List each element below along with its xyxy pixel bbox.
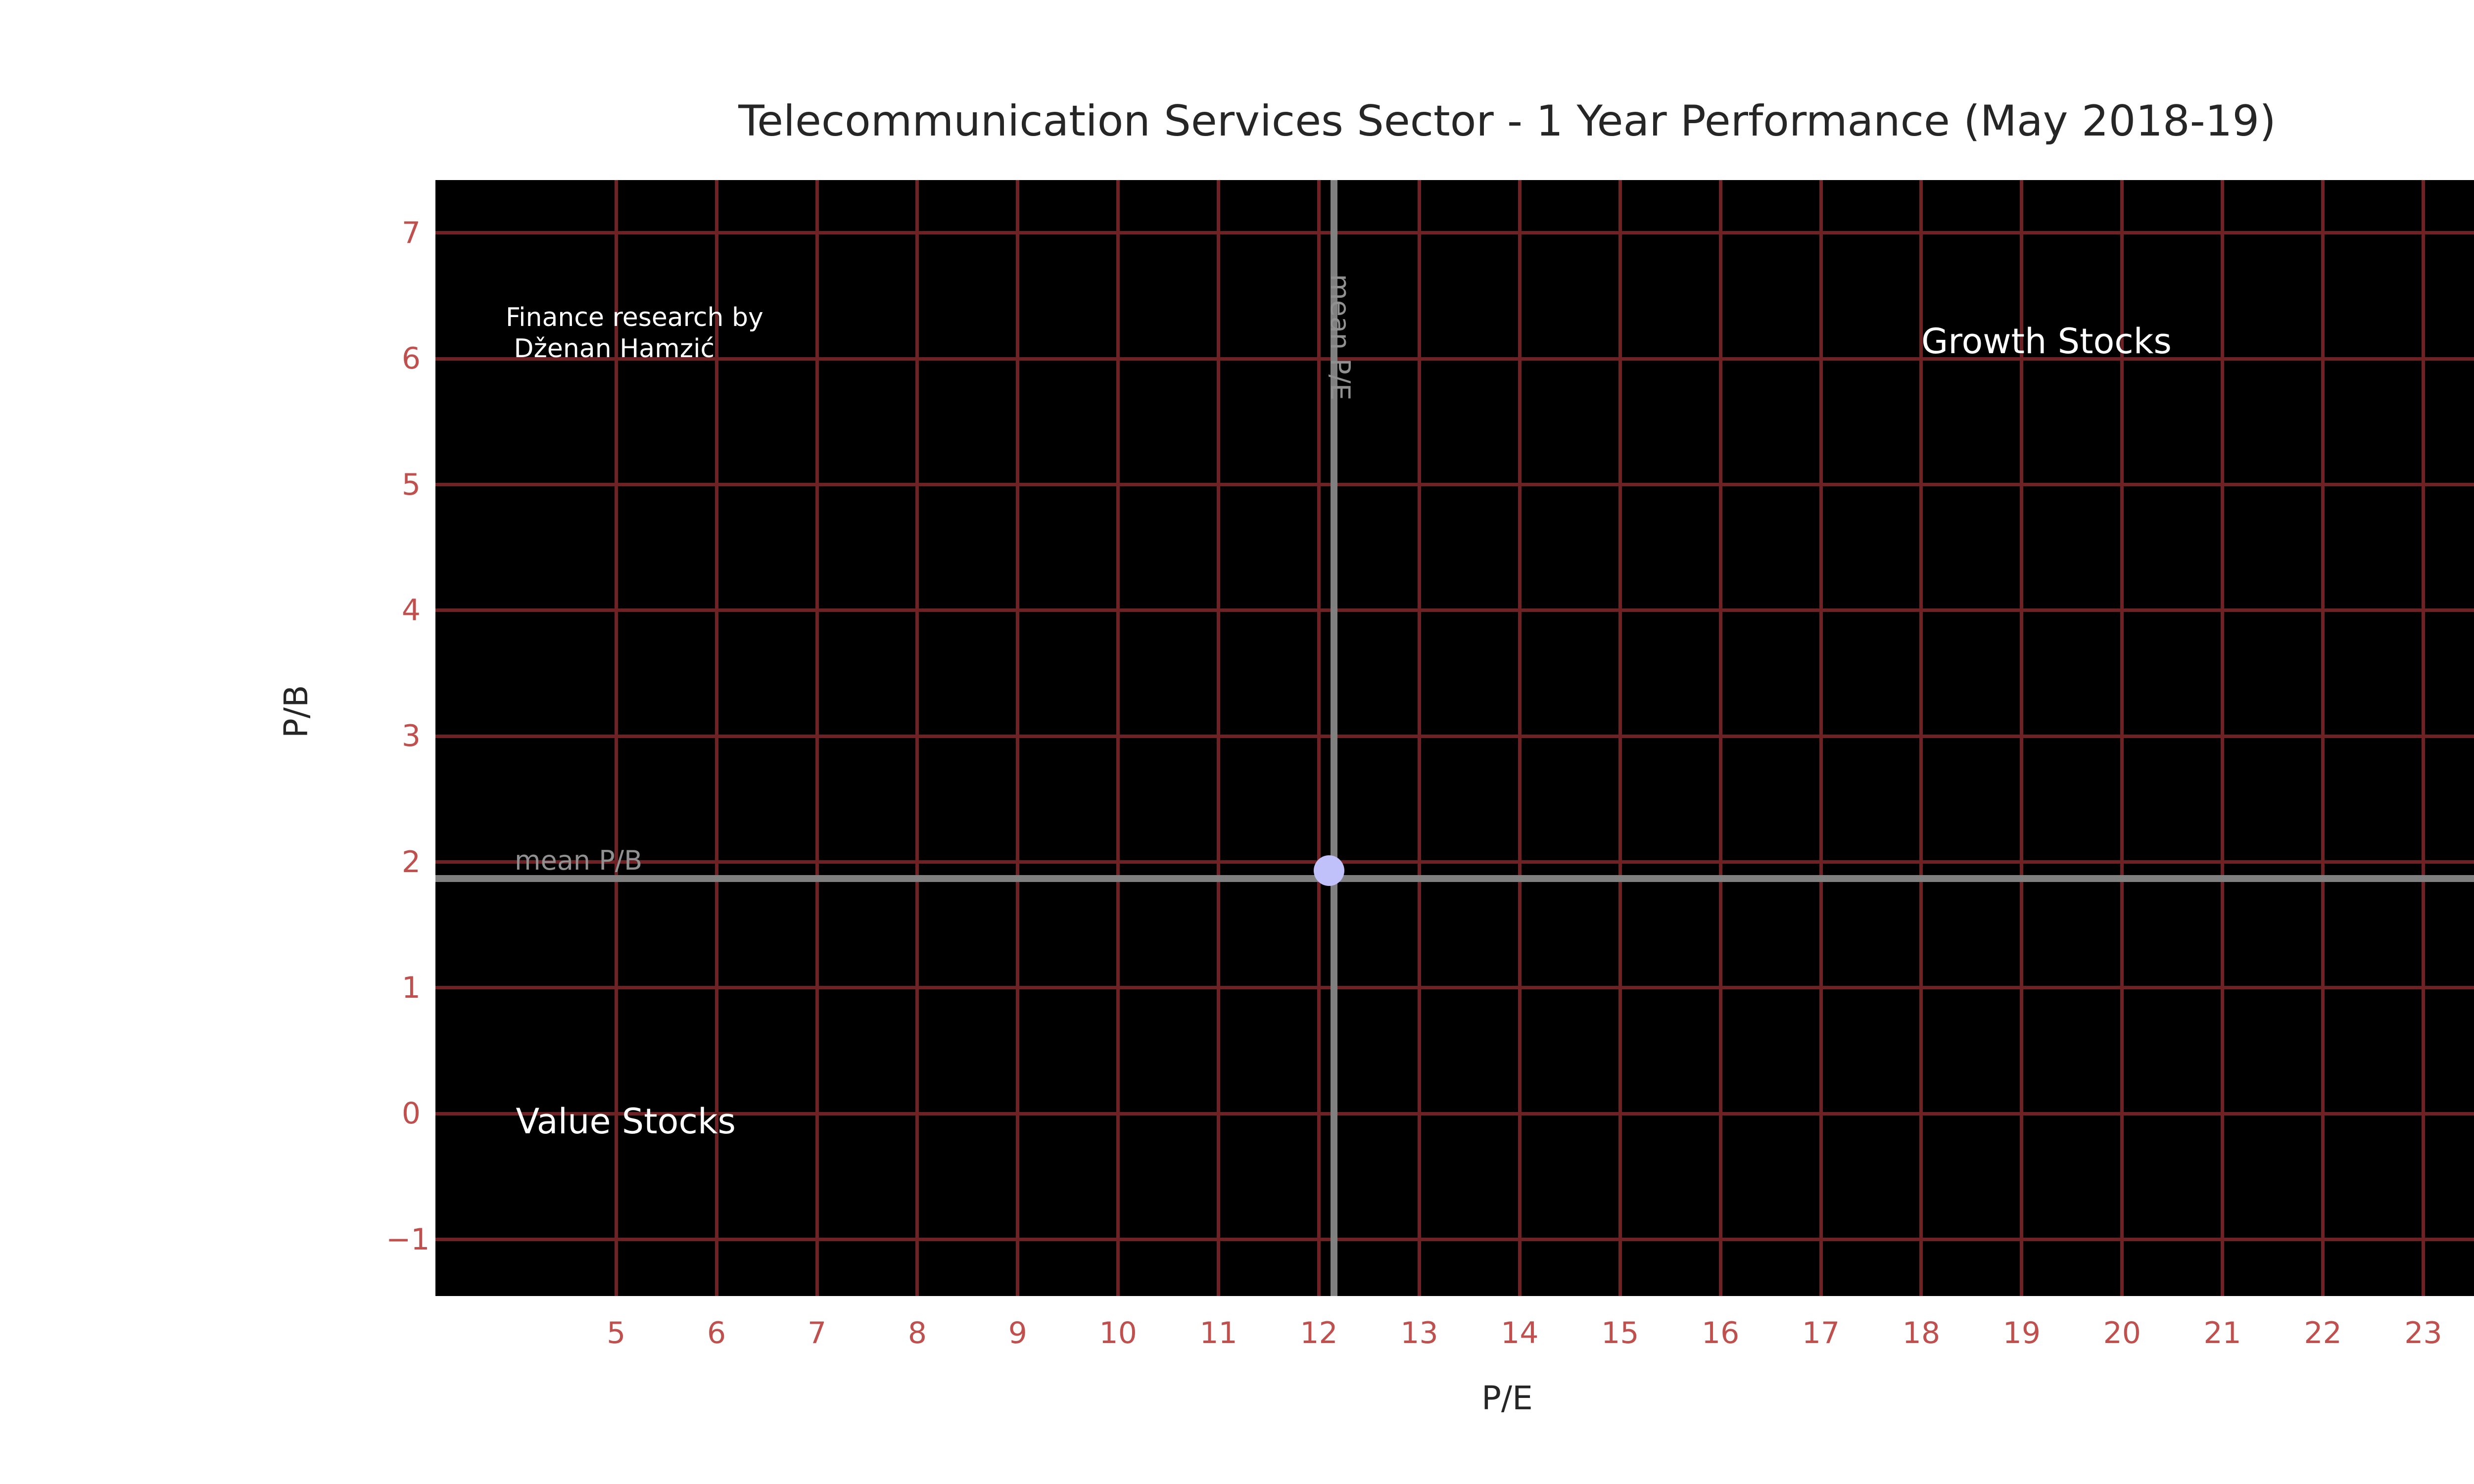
x-tick-label: 18 xyxy=(1902,1316,1941,1350)
y-tick-label: 3 xyxy=(401,719,421,754)
gridline-horizontal xyxy=(435,231,2474,235)
gridline-vertical xyxy=(815,180,819,1296)
growth-stocks-label: Growth Stocks xyxy=(1921,321,2172,362)
y-tick-label: −1 xyxy=(386,1222,430,1257)
x-tick-label: 16 xyxy=(1701,1316,1740,1350)
x-tick-label: 8 xyxy=(907,1316,927,1350)
gridline-vertical xyxy=(2120,180,2124,1296)
x-tick-label: 17 xyxy=(1802,1316,1840,1350)
data-point-bubble[interactable] xyxy=(1313,855,1344,886)
x-axis-label: P/E xyxy=(1481,1379,1533,1417)
gridline-horizontal xyxy=(435,1112,2474,1115)
x-tick-label: 15 xyxy=(1601,1316,1639,1350)
gridline-horizontal xyxy=(435,860,2474,864)
y-tick-label: 5 xyxy=(401,467,421,502)
gridline-horizontal xyxy=(435,483,2474,486)
x-tick-label: 19 xyxy=(2002,1316,2041,1350)
x-tick-label: 5 xyxy=(607,1316,626,1350)
gridline-vertical xyxy=(1819,180,1823,1296)
x-tick-label: 10 xyxy=(1099,1316,1137,1350)
y-tick-label: 4 xyxy=(401,593,421,628)
x-tick-label: 21 xyxy=(2203,1316,2241,1350)
y-tick-label: 7 xyxy=(401,215,421,250)
mean-pe-line xyxy=(1330,180,1337,1296)
x-tick-label: 13 xyxy=(1400,1316,1438,1350)
gridline-vertical xyxy=(1718,180,1722,1296)
gridline-vertical xyxy=(614,180,618,1296)
credit-annotation: Finance research by Dženan Hamzić xyxy=(506,302,763,364)
gridline-vertical xyxy=(2421,180,2425,1296)
x-tick-label: 20 xyxy=(2103,1316,2141,1350)
gridline-horizontal xyxy=(435,1238,2474,1242)
gridline-vertical xyxy=(2321,180,2325,1296)
gridline-vertical xyxy=(1217,180,1221,1296)
gridline-horizontal xyxy=(435,734,2474,738)
gridline-vertical xyxy=(915,180,919,1296)
gridline-horizontal xyxy=(435,986,2474,990)
x-tick-label: 22 xyxy=(2304,1316,2342,1350)
x-tick-label: 23 xyxy=(2404,1316,2442,1350)
y-tick-label: 6 xyxy=(401,341,421,376)
mean-pb-label: mean P/B xyxy=(515,844,643,876)
gridline-vertical xyxy=(1417,180,1421,1296)
x-tick-label: 12 xyxy=(1300,1316,1338,1350)
x-tick-label: 14 xyxy=(1501,1316,1539,1350)
gridline-vertical xyxy=(2221,180,2225,1296)
gridline-vertical xyxy=(1518,180,1522,1296)
value-stocks-label: Value Stocks xyxy=(516,1101,736,1142)
page-title: Telecommunication Services Sector - 1 Ye… xyxy=(738,96,2276,146)
gridline-vertical xyxy=(714,180,718,1296)
y-axis-label: P/B xyxy=(277,685,315,738)
mean-pb-line xyxy=(435,875,2474,882)
x-tick-label: 7 xyxy=(807,1316,827,1350)
gridline-vertical xyxy=(1618,180,1622,1296)
y-tick-label: 1 xyxy=(401,970,421,1005)
gridline-vertical xyxy=(1919,180,1923,1296)
gridline-horizontal xyxy=(435,608,2474,612)
plot-area[interactable]: mean P/E mean P/B Growth Stocks Value Stock… xyxy=(435,180,2474,1296)
mean-pe-label: mean P/E xyxy=(1324,274,1356,401)
y-tick-label: 0 xyxy=(401,1096,421,1131)
gridline-vertical xyxy=(1116,180,1120,1296)
x-tick-label: 6 xyxy=(707,1316,726,1350)
gridline-horizontal xyxy=(435,357,2474,361)
gridline-vertical xyxy=(1317,180,1321,1296)
gridline-vertical xyxy=(1016,180,1020,1296)
x-tick-label: 9 xyxy=(1008,1316,1027,1350)
y-tick-label: 2 xyxy=(401,844,421,880)
x-tick-label: 11 xyxy=(1199,1316,1237,1350)
gridline-vertical xyxy=(2020,180,2024,1296)
